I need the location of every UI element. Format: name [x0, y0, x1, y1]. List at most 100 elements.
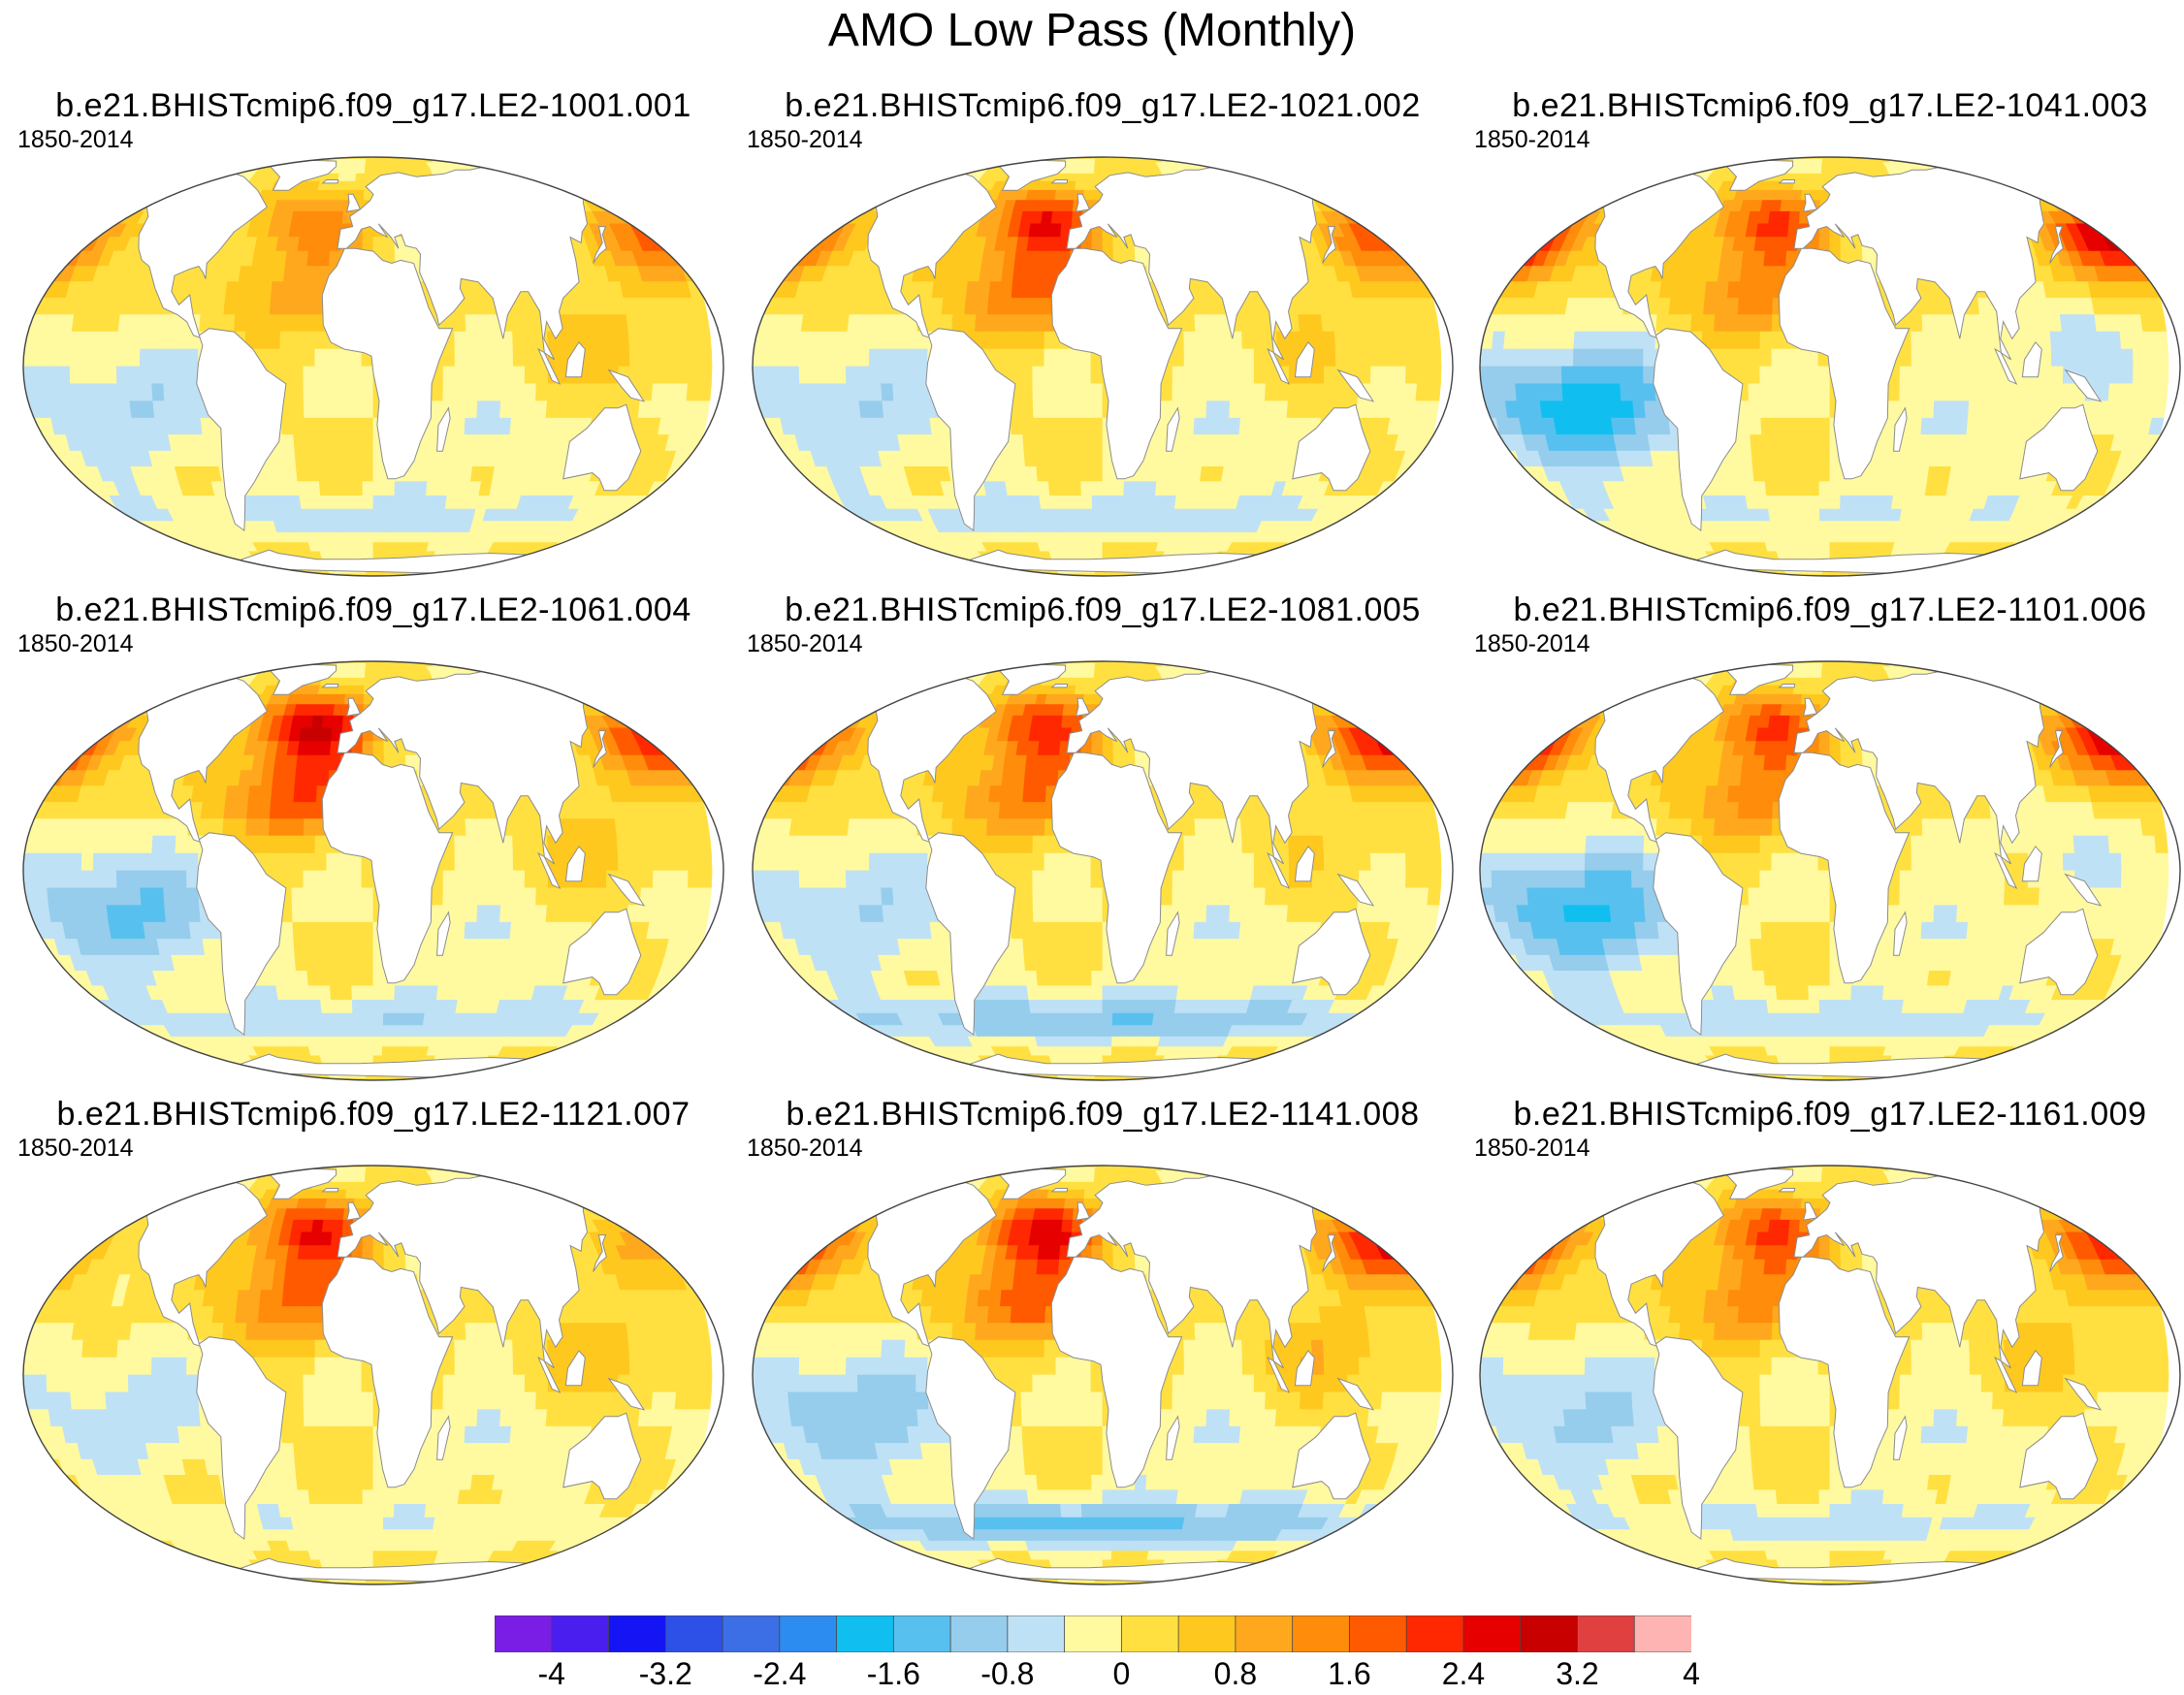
landmass: [436, 1415, 451, 1460]
landmass: [994, 159, 1067, 191]
landmass: [925, 328, 1016, 532]
map-border: [1479, 660, 2181, 1081]
colorbar-tick-label: 0: [1112, 1656, 1131, 1691]
map-border: [1479, 1165, 2181, 1585]
map-panel: b.e21.BHISTcmip6.f09_g17.LE2-1001.001 185…: [10, 87, 737, 592]
colorbar-tick-label: -2.4: [753, 1656, 807, 1691]
landmass: [537, 347, 562, 385]
landmass: [537, 851, 562, 889]
landmass: [1994, 1356, 2018, 1393]
landmass: [1994, 851, 2018, 889]
map-border: [752, 156, 1454, 577]
landmass: [1267, 347, 1291, 385]
world-map: [22, 660, 724, 1081]
landmass: [102, 675, 268, 844]
landmass: [562, 908, 642, 996]
world-map: [1479, 660, 2181, 1081]
colorbar-swatch: [1577, 1615, 1636, 1652]
landmass: [2064, 368, 2103, 402]
landmass: [1075, 697, 1091, 717]
panel-title: b.e21.BHISTcmip6.f09_g17.LE2-1001.001: [55, 87, 691, 124]
landmass: [265, 1167, 337, 1199]
landmass: [1778, 1256, 1911, 1488]
landmass: [1066, 165, 1363, 361]
land-mask: [102, 1167, 673, 1584]
landmass: [1050, 179, 1069, 184]
land-mask: [831, 159, 1402, 576]
landmass: [337, 1173, 633, 1369]
panel-title: b.e21.BHISTcmip6.f09_g17.LE2-1081.005: [785, 592, 1421, 628]
panel-period: 1850-2014: [17, 126, 134, 153]
colorbar-swatch: [1235, 1615, 1294, 1652]
landmass: [1322, 226, 1336, 264]
landmass: [2064, 873, 2103, 907]
panel-title: b.e21.BHISTcmip6.f09_g17.LE2-1101.006: [1513, 592, 2147, 628]
landmass: [1558, 1179, 1724, 1348]
landmass: [1050, 247, 1183, 480]
landmass: [1294, 846, 1315, 882]
landmass: [321, 247, 454, 480]
landmass: [1050, 684, 1069, 688]
landmass: [1166, 1415, 1180, 1460]
landmass: [831, 1179, 997, 1348]
landmass: [2021, 1350, 2042, 1387]
landmass: [1294, 341, 1315, 378]
landmass: [2019, 1412, 2099, 1500]
panel-title: b.e21.BHISTcmip6.f09_g17.LE2-1021.002: [785, 87, 1421, 124]
map-panel: b.e21.BHISTcmip6.f09_g17.LE2-1081.005 185…: [739, 592, 1466, 1096]
colorbar-swatch: [1349, 1615, 1408, 1652]
landmass: [607, 873, 646, 907]
landmass: [2019, 403, 2099, 492]
landmass: [1778, 179, 1796, 184]
map-panel: b.e21.BHISTcmip6.f09_g17.LE2-1021.002 185…: [739, 87, 1466, 592]
panel-title: b.e21.BHISTcmip6.f09_g17.LE2-1061.004: [55, 592, 691, 628]
colorbar: [495, 1615, 1691, 1652]
colorbar-tick-label: -3.2: [638, 1656, 692, 1691]
landmass: [1558, 171, 1724, 339]
panel-title: b.e21.BHISTcmip6.f09_g17.LE2-1161.009: [1513, 1096, 2147, 1133]
landmass: [831, 675, 997, 844]
landmass: [1778, 752, 1911, 984]
landmass: [994, 1167, 1067, 1199]
landmass: [593, 226, 607, 264]
landmass: [321, 1188, 339, 1193]
colorbar-swatch: [1007, 1615, 1066, 1652]
landmass: [2064, 1377, 2103, 1411]
landmass: [1050, 1188, 1069, 1193]
map-panel: b.e21.BHISTcmip6.f09_g17.LE2-1141.008 185…: [739, 1096, 1466, 1600]
landmass: [1893, 911, 1908, 956]
landmass: [1994, 347, 2018, 385]
landmass: [1336, 873, 1375, 907]
landmass: [1322, 1234, 1336, 1272]
landmass: [321, 1256, 454, 1488]
colorbar-tick-label: -1.6: [866, 1656, 920, 1691]
landmass: [1793, 1173, 2090, 1369]
main-title: AMO Low Pass (Monthly): [827, 5, 1357, 56]
colorbar-labels: -4 -3.2 -2.4 -1.6 -0.8 0 0.8 1.6 2.4 3.2 4: [495, 1656, 1700, 1695]
map-border: [22, 156, 724, 577]
panel-title: b.e21.BHISTcmip6.f09_g17.LE2-1141.008: [786, 1096, 1420, 1133]
map-panel: b.e21.BHISTcmip6.f09_g17.LE2-1161.009 185…: [1466, 1096, 2184, 1600]
landmass: [1558, 675, 1724, 844]
landmass: [1336, 368, 1375, 402]
map-border: [752, 660, 1454, 1081]
colorbar-tick-label: 2.4: [1441, 1656, 1486, 1691]
world-map: [752, 1165, 1454, 1585]
colorbar-tick-label: 3.2: [1556, 1656, 1599, 1691]
panel-period: 1850-2014: [17, 1135, 134, 1162]
landmass: [436, 406, 451, 452]
land-mask: [1558, 663, 2130, 1080]
landmass: [593, 730, 607, 768]
world-map: [22, 156, 724, 577]
landmass: [1066, 669, 1363, 865]
colorbar-swatch: [1405, 1615, 1464, 1652]
landmass: [564, 846, 586, 882]
colorbar-tick-label: 1.6: [1328, 1656, 1371, 1691]
landmass: [345, 697, 362, 717]
land-mask: [102, 159, 673, 576]
landmass: [321, 752, 454, 984]
colorbar-swatch: [551, 1615, 610, 1652]
panel-period: 1850-2014: [747, 126, 863, 153]
landmass: [196, 328, 287, 532]
land-mask: [831, 663, 1402, 1080]
